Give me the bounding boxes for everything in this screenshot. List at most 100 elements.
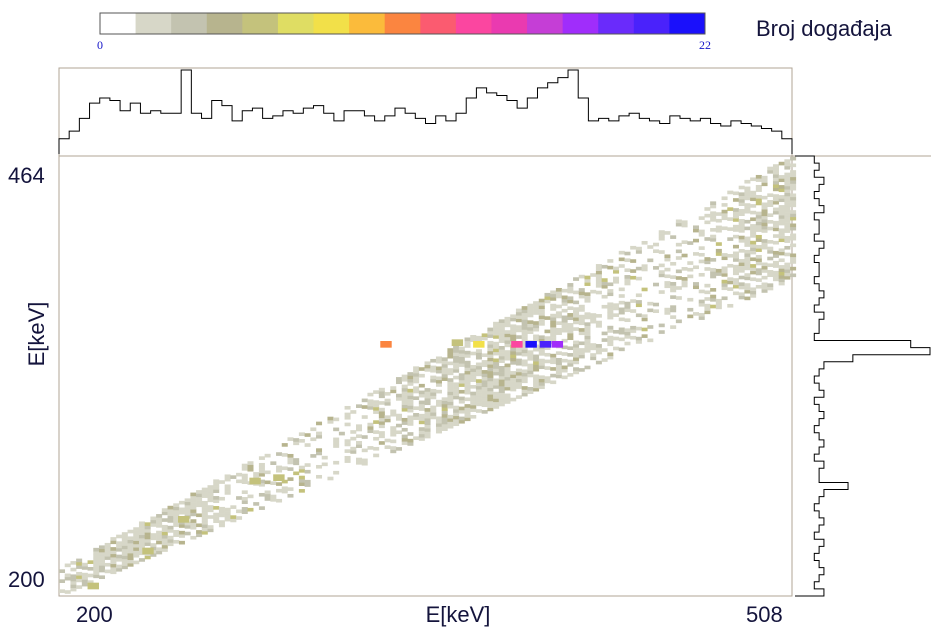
heatmap-cell [298,479,305,483]
heatmap-cell [607,302,614,307]
heatmap-cell [59,579,66,583]
heatmap-cell [201,520,208,525]
heatmap-cell [778,275,785,279]
heatmap-cell [521,326,528,330]
heatmap-cell [584,332,591,336]
heatmap-cell [515,318,522,323]
heatmap-cell [213,496,220,500]
heatmap-cell [624,301,631,306]
heatmap-cell [732,228,739,232]
heatmap-cell [521,392,528,397]
heatmap-cell [378,411,385,415]
heatmap-cell [510,361,517,365]
heatmap-cell [561,325,568,330]
heatmap-cell [635,276,642,281]
heatmap-cell [110,537,117,541]
heatmap-cell [555,364,562,369]
heatmap-cell [401,404,408,409]
heatmap-cell [161,508,168,512]
heatmap-cell [481,353,488,358]
heatmap-cell [755,254,762,259]
heatmap-cell [373,403,380,408]
heatmap-cell [70,584,77,589]
heatmap-cell [504,340,511,344]
heatmap-cell [527,386,534,391]
heatmap-cell [224,491,231,495]
heatmap-cell [732,278,739,282]
heatmap-cell [196,493,203,498]
heatmap-cell [418,413,425,418]
heatmap-cell [413,376,420,380]
heatmap-cell [161,548,168,552]
heatmap-cell [613,279,620,284]
heatmap-cell [658,330,665,334]
heatmap-cell [418,403,425,408]
heatmap-cell [435,399,442,404]
heatmap-cell [356,424,363,428]
heatmap-cell [767,270,774,274]
heatmap-cell [475,379,482,383]
heatmap-cell [550,290,557,295]
heatmap-cell [453,375,460,380]
heatmap-cell [258,506,265,510]
heatmap-cell [567,283,574,287]
heatmap-cell [755,201,762,206]
heatmap-cell [447,351,454,356]
heatmap-cell [407,372,414,376]
heatmap-cell [344,405,351,410]
heatmap-cell [555,374,562,379]
heatmap-cell [761,179,768,183]
heatmap-cell [127,556,134,561]
heatmap-cell [196,496,203,501]
heatmap-cell [87,580,94,584]
heatmap-cell [772,277,779,282]
heatmap-cell [778,198,785,203]
heatmap-cell [201,530,208,535]
heatmap-cell [624,278,631,283]
heatmap-cell [441,364,448,368]
heatmap-cell [595,324,602,328]
heatmap-cell [527,303,534,308]
heatmap-cell [110,547,117,551]
heatmap-cell [772,234,779,238]
heatmap-cell [98,575,105,580]
heatmap-cell [498,326,505,330]
heatmap-cell [104,556,111,560]
heatmap-cell [441,374,448,378]
heatmap-cell [498,349,505,353]
heatmap-cell [401,417,408,422]
heatmap-cell [213,512,220,517]
heatmap-cell [481,393,488,398]
heatmap-cell [567,363,574,367]
heatmap-cell [258,469,265,474]
heatmap-cell [561,315,568,320]
heatmap-cell [630,269,637,273]
heatmap-hotspot [142,547,154,555]
heatmap-cell [761,239,768,243]
heatmap-cell [435,423,442,427]
heatmap-cell [538,305,545,310]
heatmap-cell [407,382,414,386]
heatmap-cell [367,422,374,427]
heatmap-cell [116,554,123,559]
heatmap-cell [721,269,728,274]
heatmap-cell [447,354,454,359]
heatmap-cell [635,303,642,308]
heatmap-cell [276,488,283,493]
heatmap-cell [493,325,500,329]
heatmap-cell [601,358,608,362]
heatmap-cell [316,464,323,469]
heatmap-cell [127,536,134,541]
heatmap-cell [790,200,797,204]
heatmap-cell [110,550,117,555]
heatmap-cell [533,361,540,365]
heatmap-cell [435,426,442,431]
heatmap-cell [435,403,442,407]
heatmap-cell [533,387,540,392]
heatmap-cell [772,164,779,168]
heatmap-cell [515,395,522,399]
colorbar-segment [420,13,457,34]
heatmap-cell [441,357,448,361]
heatmap-cell [173,533,180,537]
heatmap-cell [356,441,363,445]
